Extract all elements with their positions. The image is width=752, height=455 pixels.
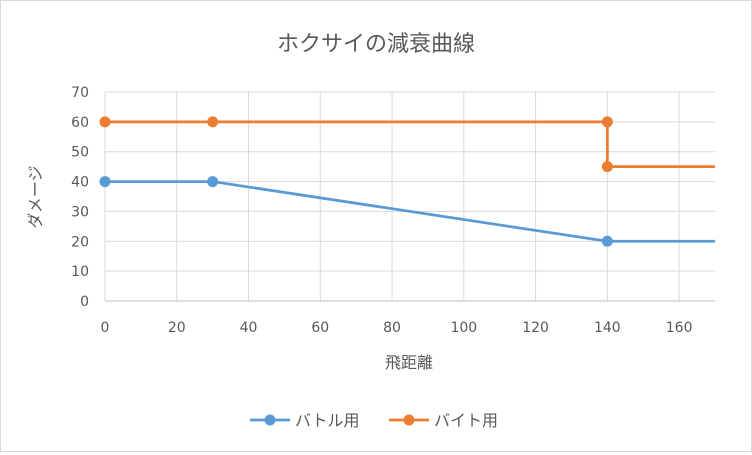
y-tick-label: 30 — [71, 204, 89, 220]
series-line — [105, 120, 715, 169]
legend-label: バトル用 — [295, 411, 359, 430]
data-point — [601, 161, 613, 173]
data-point — [601, 235, 613, 247]
x-tick-label: 40 — [240, 320, 258, 336]
y-tick-label: 40 — [71, 175, 89, 191]
data-point — [99, 116, 111, 128]
data-point — [207, 116, 219, 128]
y-tick-label: 20 — [71, 234, 89, 250]
data-point — [207, 176, 219, 188]
legend-label: バイト用 — [434, 411, 498, 430]
y-tick-label: 70 — [71, 85, 89, 101]
y-tick-label: 50 — [71, 145, 89, 161]
series-line — [105, 180, 715, 243]
x-tick-label: 0 — [101, 320, 110, 336]
legend: バトル用 バイト用 — [250, 411, 498, 430]
series-layer — [99, 116, 715, 247]
chart-title: ホクサイの減衰曲線 — [277, 32, 475, 57]
x-tick-label: 100 — [450, 320, 477, 336]
data-point — [601, 116, 613, 128]
x-tick-label: 20 — [168, 320, 186, 336]
x-tick-label: 60 — [311, 320, 329, 336]
x-tick-label: 120 — [522, 320, 549, 336]
x-tick-label: 80 — [383, 320, 401, 336]
y-tick-label: 60 — [71, 115, 89, 131]
x-axis-title: 飛距離 — [385, 353, 433, 372]
gridlines — [104, 91, 715, 302]
legend-marker — [403, 414, 415, 426]
y-tick-label: 0 — [80, 294, 89, 310]
y-tick-label: 10 — [71, 264, 89, 280]
data-point — [99, 176, 111, 188]
legend-marker — [264, 414, 276, 426]
axes: 0 10 20 30 40 50 60 70 0 20 40 60 80 100 120 140 160 — [71, 85, 692, 336]
y-axis-title: ダメージ — [26, 165, 45, 228]
x-tick-label: 160 — [666, 320, 693, 336]
x-tick-label: 140 — [594, 320, 621, 336]
